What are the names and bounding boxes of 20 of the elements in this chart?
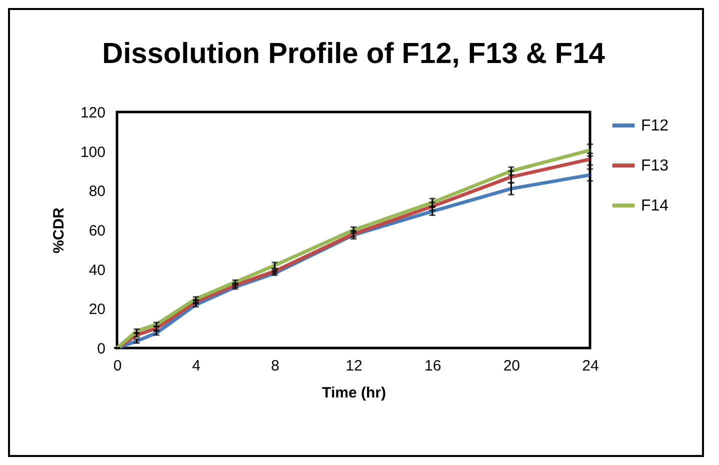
x-tick-label: 24 xyxy=(582,358,599,374)
chart-title: Dissolution Profile of F12, F13 & F14 xyxy=(102,38,605,70)
y-tick-label: 0 xyxy=(97,340,106,358)
x-tick-label: 0 xyxy=(113,358,122,374)
legend-label: F12 xyxy=(641,118,669,134)
y-tick-label: 40 xyxy=(88,262,106,279)
y-tick-label: 80 xyxy=(88,183,106,200)
legend-label: F13 xyxy=(641,158,669,174)
y-tick-label: 120 xyxy=(80,104,106,122)
y-tick-label: 20 xyxy=(88,301,106,318)
x-axis-title: Time (hr) xyxy=(322,384,386,402)
x-tick-label: 16 xyxy=(424,358,442,374)
y-tick-label: 60 xyxy=(88,222,106,240)
legend-label: F14 xyxy=(641,198,669,214)
x-tick-label: 8 xyxy=(270,358,280,374)
x-tick-label: 4 xyxy=(192,358,201,374)
x-tick-label: 12 xyxy=(346,358,362,374)
y-tick-label: 100 xyxy=(80,144,106,161)
y-axis-title: %CDR xyxy=(50,207,68,254)
x-tick-label: 20 xyxy=(503,358,520,374)
